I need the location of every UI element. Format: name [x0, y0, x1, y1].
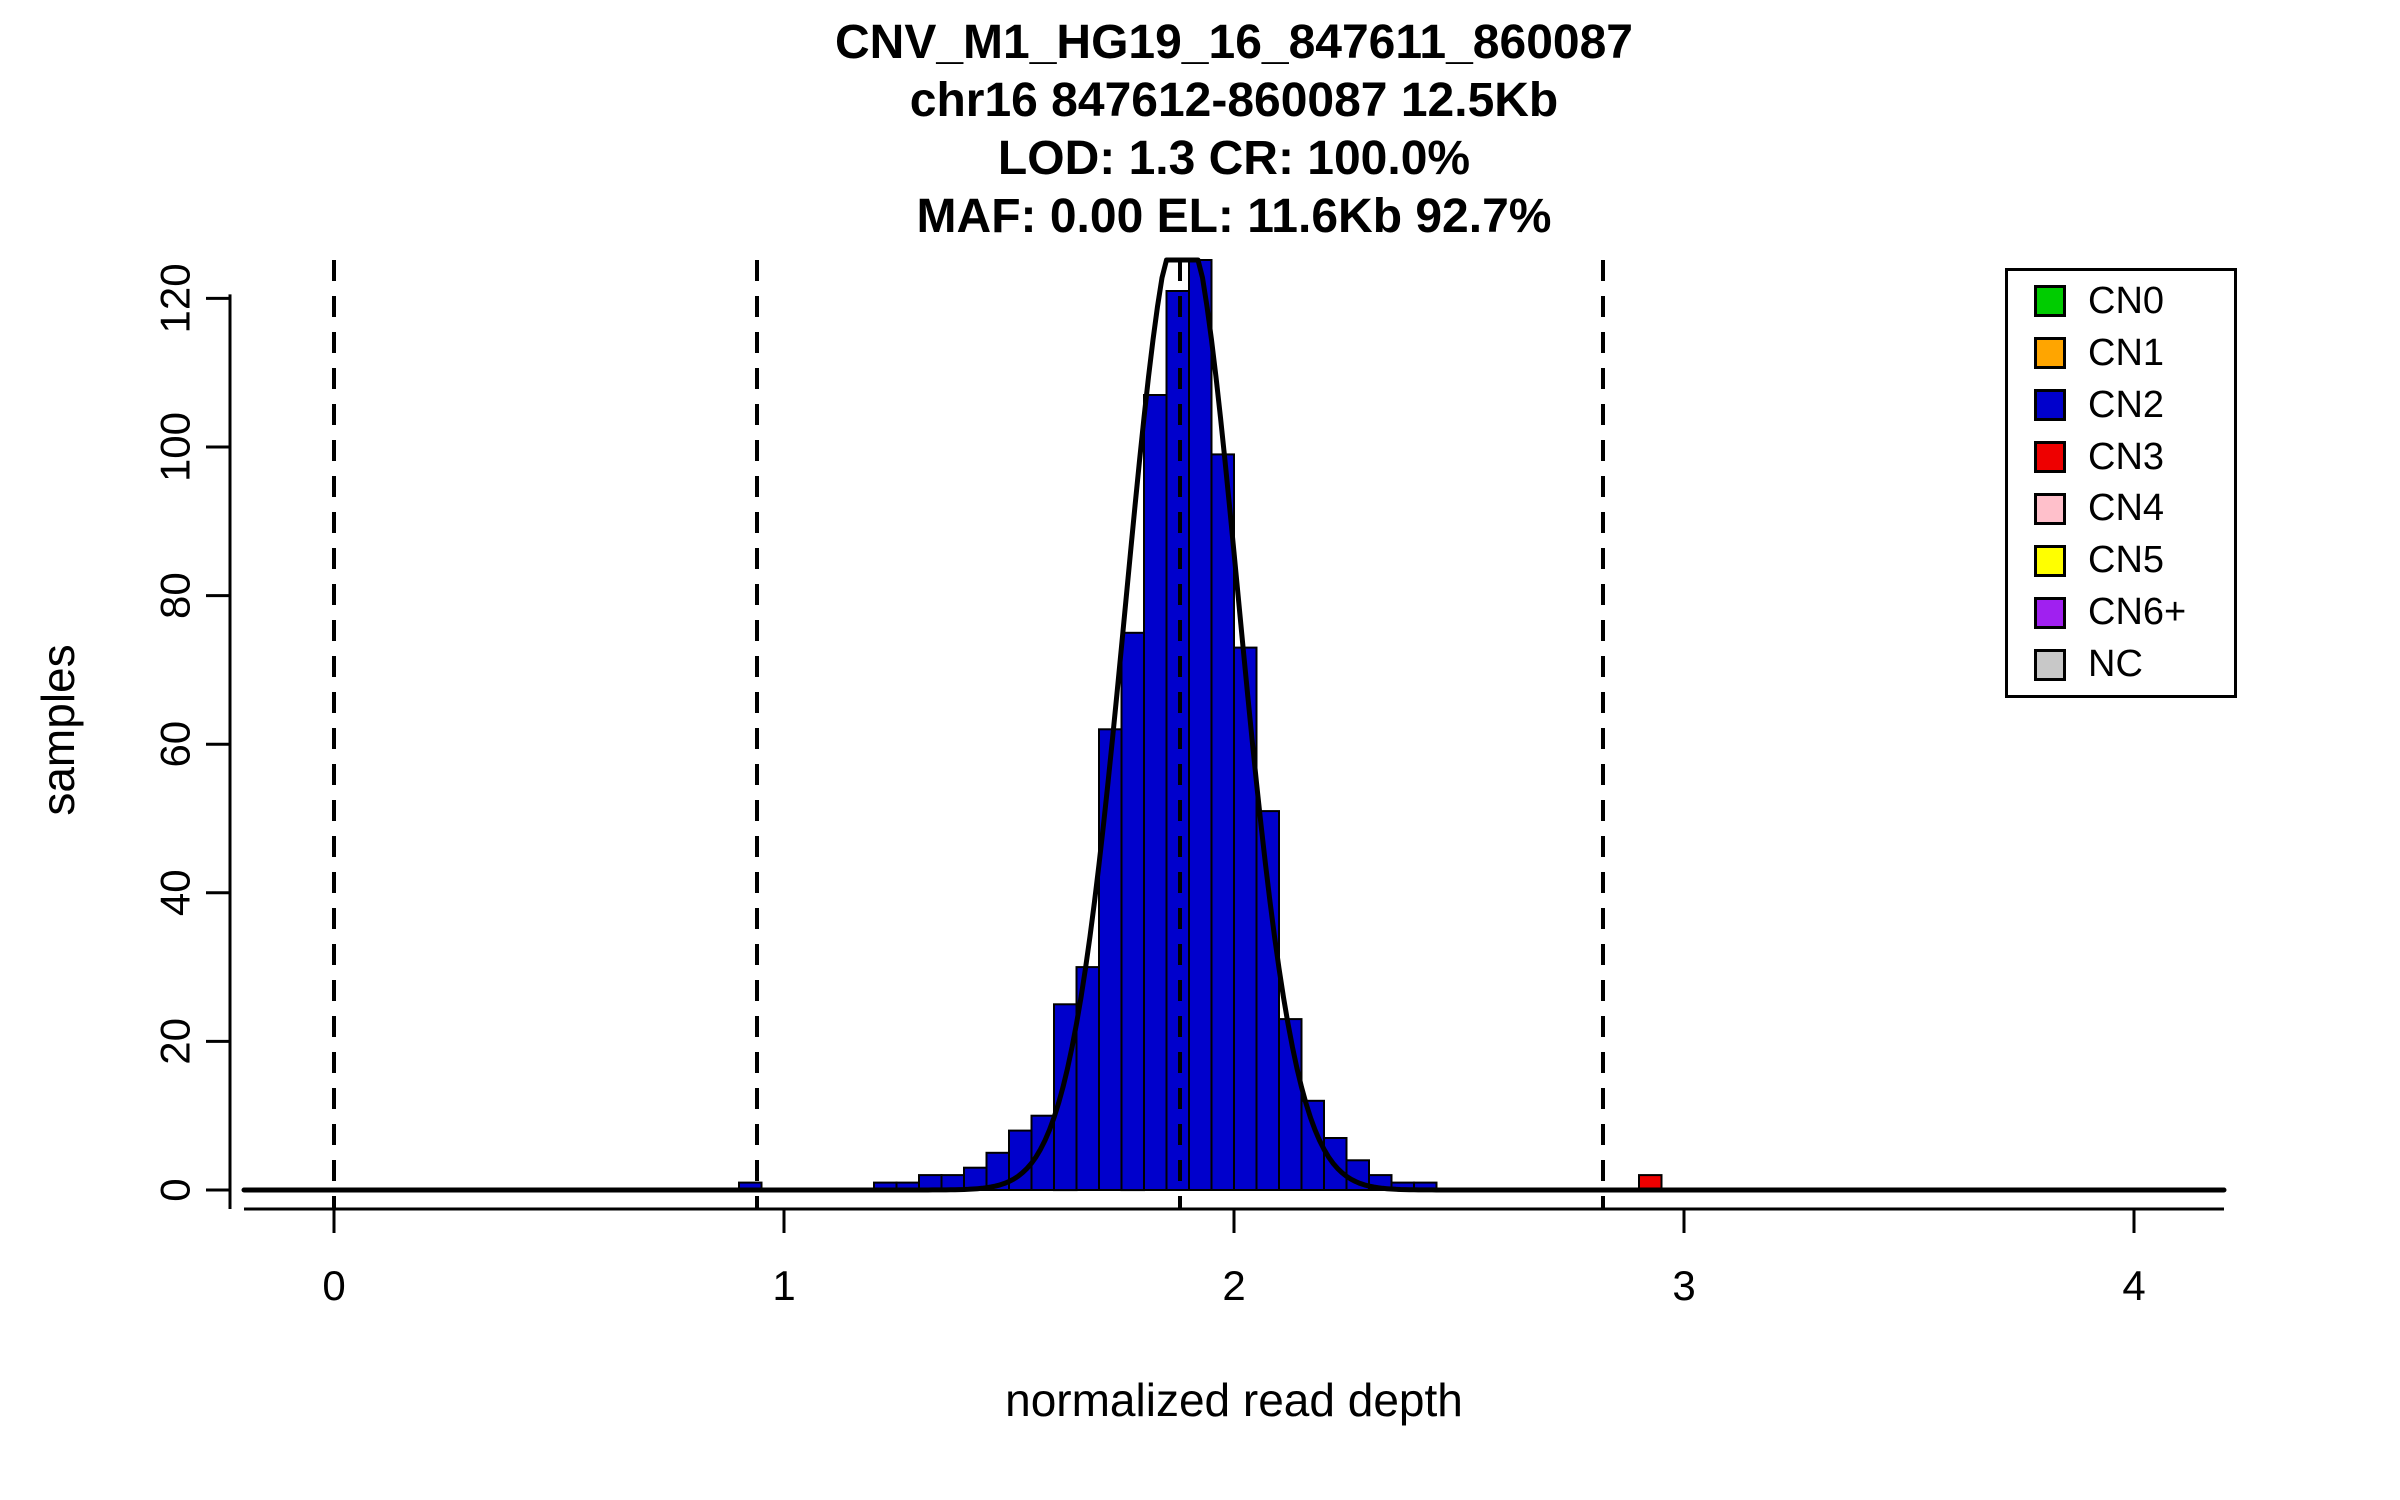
legend-swatch-cn3 [2034, 441, 2066, 473]
legend-item-nc: NC [2034, 643, 2234, 686]
y-tick-label: 20 [152, 1018, 199, 1065]
x-tick-label: 0 [322, 1262, 345, 1309]
legend-item-cn4: CN4 [2034, 487, 2234, 530]
gaussian-fit-curve [241, 257, 2227, 1193]
legend-swatch-cn4 [2034, 492, 2066, 525]
legend-label-nc: NC [2088, 643, 2143, 685]
y-tick-label: 80 [152, 572, 199, 619]
legend-label-cn5: CN5 [2088, 539, 2165, 582]
legend-label-cn0: CN0 [2088, 279, 2165, 322]
histogram-bar-cn2 [1098, 728, 1123, 1191]
legend: CN0 CN1 CN2 CN3 CN4 CN5 CN6+ NC [2005, 268, 2237, 698]
chart-title: CNV_M1_HG19_16_847611_860087 chr16 84761… [234, 14, 2234, 246]
legend-item-cn5: CN5 [2034, 539, 2234, 582]
legend-label-cn6plus: CN6+ [2088, 591, 2187, 634]
legend-item-cn1: CN1 [2034, 332, 2234, 375]
legend-swatch-cn0 [2034, 285, 2066, 318]
histogram-bar-cn2 [1143, 394, 1168, 1191]
y-tick-label: 100 [152, 412, 199, 482]
x-tick-label: 2 [1222, 1262, 1245, 1309]
y-tick-label: 120 [152, 263, 199, 333]
legend-item-cn0: CN0 [2034, 280, 2234, 323]
title-line-region: chr16 847612-860087 12.5Kb [909, 74, 1559, 127]
y-tick-label: 0 [152, 1178, 199, 1201]
legend-label-cn1: CN1 [2088, 331, 2165, 374]
legend-item-cn6plus: CN6+ [2034, 591, 2234, 634]
histogram-bar-cn2 [1210, 453, 1235, 1191]
histogram-bar-cn2 [1188, 259, 1213, 1191]
x-axis-label: normalized read depth [1005, 1374, 1463, 1426]
x-tick-label: 4 [2122, 1262, 2145, 1309]
legend-label-cn3: CN3 [2088, 435, 2165, 478]
legend-swatch-cn5 [2034, 544, 2066, 577]
title-line-lod-cr: LOD: 1.3 CR: 100.0% [997, 132, 1471, 185]
legend-item-cn3: CN3 [2034, 436, 2234, 479]
y-axis-label: samples [32, 644, 84, 816]
legend-swatch-nc [2034, 648, 2066, 681]
y-tick-label: 40 [152, 869, 199, 916]
legend-label-cn4: CN4 [2088, 487, 2165, 530]
histogram-bar-cn2 [1165, 290, 1190, 1191]
histogram-bar-cn2 [1255, 810, 1280, 1191]
x-tick-label: 1 [772, 1262, 795, 1309]
legend-label-cn2: CN2 [2088, 383, 2165, 426]
x-tick-label: 3 [1672, 1262, 1695, 1309]
legend-swatch-cn2 [2034, 389, 2066, 422]
legend-swatch-cn1 [2034, 337, 2066, 370]
legend-swatch-cn6plus [2034, 596, 2066, 629]
y-tick-label: 60 [152, 721, 199, 768]
legend-item-cn2: CN2 [2034, 384, 2234, 427]
histogram-bar-cn2 [1120, 631, 1145, 1192]
title-line-maf-el: MAF: 0.00 EL: 11.6Kb 92.7% [916, 190, 1552, 243]
title-line-locus-id: CNV_M1_HG19_16_847611_860087 [835, 16, 1633, 69]
